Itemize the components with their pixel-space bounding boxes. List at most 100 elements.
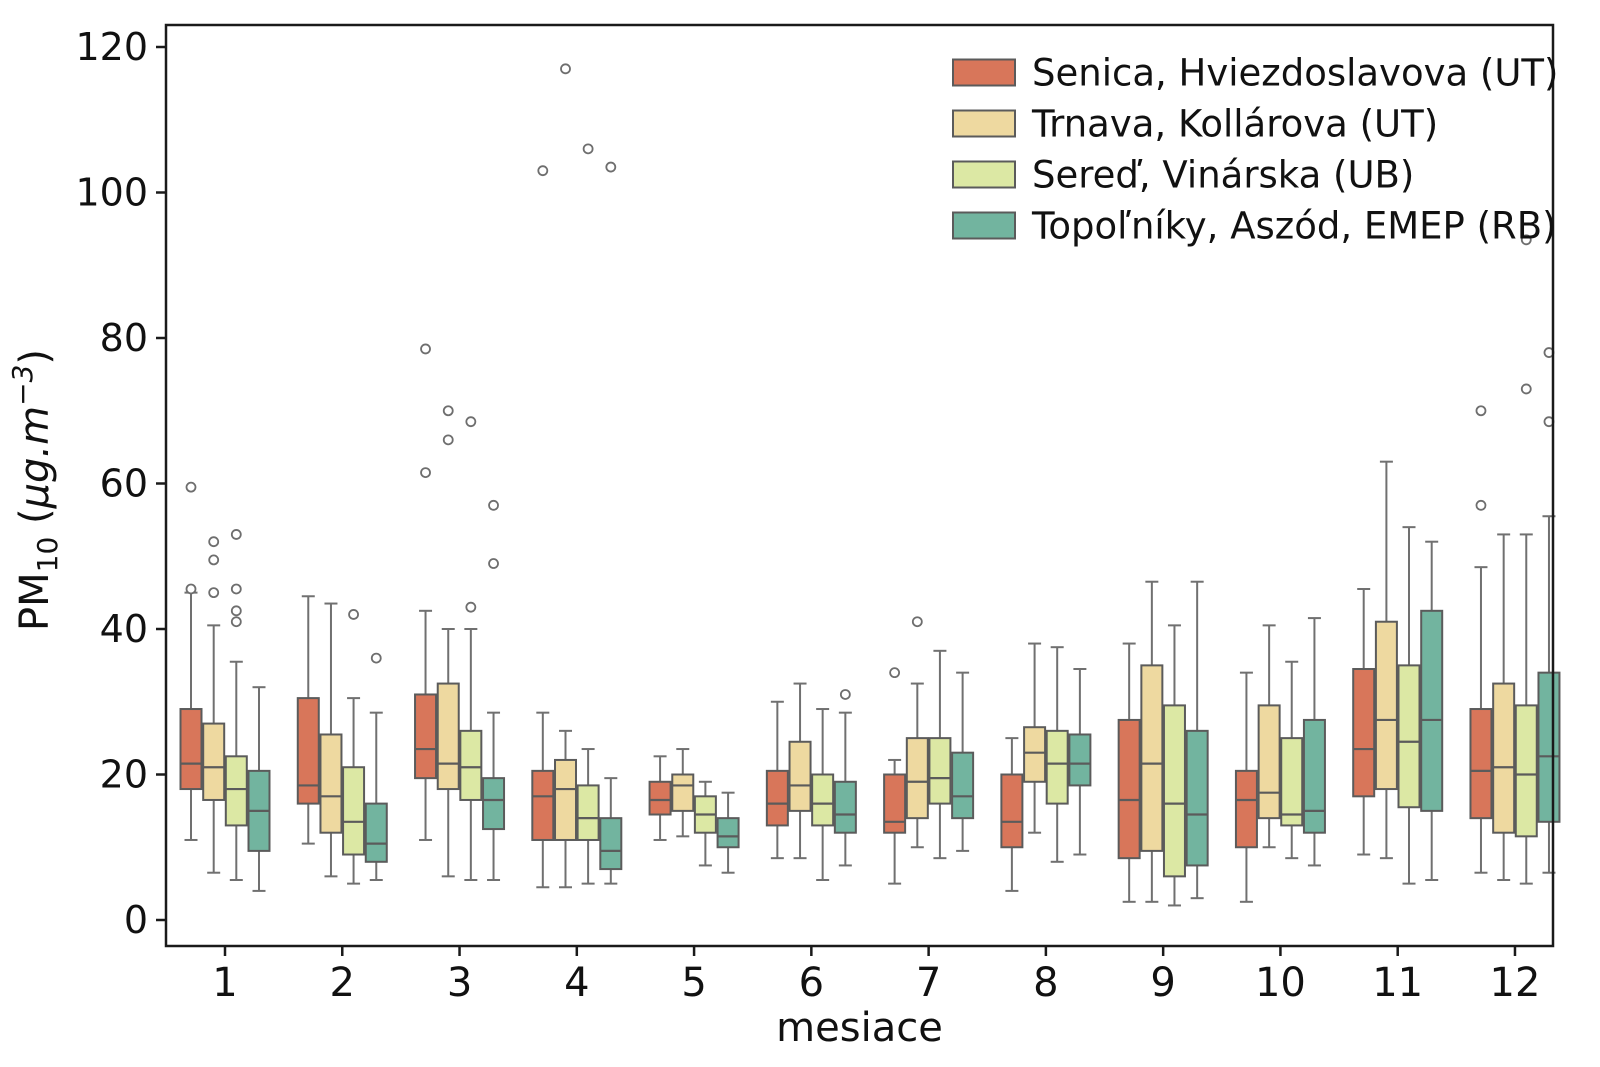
y-tick-label: 80 [100, 316, 148, 360]
box-group-senica-month-1 [179, 481, 203, 841]
x-tick-label: 5 [681, 960, 706, 1006]
boxplot-box [179, 708, 203, 791]
box-group-topoľníky-month-10 [1302, 617, 1326, 867]
boxplot-box [576, 784, 600, 841]
x-tick-label: 3 [447, 960, 472, 1006]
box-group-senica-month-9 [1117, 642, 1141, 903]
box-group-trnava-month-3 [436, 405, 460, 878]
boxplot-box [1492, 682, 1516, 834]
box-group-trnava-month-9 [1140, 580, 1164, 903]
outlier-point [442, 434, 454, 446]
outlier-point [605, 161, 617, 173]
y-tick-label: 120 [75, 25, 148, 69]
outlier-point [420, 467, 431, 478]
outlier-point [370, 652, 382, 664]
box-group-sereď-month-7 [928, 649, 952, 860]
box-group-trnava-month-7 [905, 616, 929, 849]
outlier-point [420, 343, 431, 355]
boxplot-box [414, 693, 438, 780]
outlier-point [230, 529, 242, 540]
boxplot-box [1000, 773, 1024, 849]
boxplot-box [1280, 737, 1304, 827]
outlier-point [488, 499, 499, 511]
box-group-trnava-month-6 [788, 682, 812, 860]
outlier-point [208, 587, 220, 599]
box-group-sereď-month-11 [1397, 526, 1421, 885]
box-group-topoľníky-month-3 [482, 499, 506, 881]
boxplot-box [1045, 729, 1069, 805]
legend-item-2: Trnava, Kollárova (UT) [952, 103, 1438, 146]
y-tick-label: 20 [100, 753, 148, 797]
boxplot-box [482, 777, 506, 831]
outlier-point [1475, 405, 1487, 417]
x-tick-label: 7 [916, 960, 941, 1006]
legend-label: Senica, Hviezdoslavova (UT) [1032, 52, 1558, 95]
legend-label: Topoľníky, Aszód, EMEP (RB) [1031, 205, 1557, 248]
box-group-sereď-month-1 [224, 529, 248, 881]
box-group-topoľníky-month-2 [364, 652, 388, 881]
boxplot-box [1023, 726, 1047, 783]
box-group-senica-month-4 [531, 165, 555, 889]
outlier-point [230, 583, 242, 595]
y-tick-label: 0 [124, 898, 148, 942]
outlier-point [465, 601, 477, 613]
boxplot-box [765, 769, 789, 827]
box-group-senica-month-3 [414, 343, 438, 841]
boxplot-box [905, 737, 929, 820]
x-axis-label: mesiace [776, 1005, 943, 1051]
x-tick-label: 6 [799, 960, 824, 1006]
boxplot-box [1397, 664, 1421, 809]
box-group-trnava-month-4 [554, 63, 578, 889]
box-group-senica-month-8 [1000, 737, 1024, 892]
legend-label: Sereď, Vinárska (UB) [1032, 154, 1414, 197]
boxplot-box [224, 755, 248, 827]
boxplot-box [599, 817, 623, 871]
outlier-point [442, 405, 454, 417]
y-tick-label: 100 [75, 171, 148, 215]
box-group-trnava-month-2 [319, 602, 343, 878]
boxplot-box [1257, 704, 1281, 820]
x-tick-label: 12 [1490, 960, 1541, 1006]
boxplot-box [342, 766, 366, 856]
legend-swatch [952, 160, 1016, 189]
boxplot-box [364, 802, 388, 863]
boxplot-box [928, 737, 952, 805]
box-group-trnava-month-12 [1492, 533, 1516, 881]
box-group-topoľníky-month-5 [716, 791, 740, 874]
box-group-trnava-month-11 [1374, 460, 1398, 860]
boxplot-box [531, 769, 555, 841]
outlier-point [208, 554, 220, 566]
outlier-point [1475, 499, 1487, 511]
outlier-point [208, 536, 220, 548]
outlier-point [560, 63, 571, 75]
box-group-topoľníky-month-6 [833, 689, 857, 867]
x-tick-label: 1 [212, 960, 237, 1006]
box-group-sereď-month-9 [1162, 624, 1186, 907]
boxplot-box [716, 817, 740, 849]
boxplot-box [833, 780, 857, 834]
box-group-senica-month-7 [883, 667, 907, 885]
boxplot-box [459, 729, 483, 801]
boxplot-box [1514, 704, 1538, 838]
boxplot-box [1302, 718, 1326, 834]
boxplot-box [1352, 668, 1376, 798]
legend-item-1: Senica, Hviezdoslavova (UT) [952, 52, 1558, 95]
outlier-point [839, 689, 851, 700]
outlier-point [488, 558, 499, 569]
boxplot-box [1162, 704, 1186, 878]
box-group-senica-month-2 [296, 595, 320, 845]
legend-swatch [952, 58, 1016, 87]
legend-swatch [952, 211, 1016, 240]
x-tick-label: 9 [1150, 960, 1175, 1006]
boxplot-box [1469, 708, 1493, 820]
boxplot-box [319, 733, 343, 834]
box-group-topoľníky-month-4 [599, 161, 623, 885]
y-tick-label: 40 [100, 607, 148, 651]
box-group-sereď-month-3 [459, 416, 483, 881]
outlier-point [185, 481, 197, 493]
box-group-senica-month-6 [765, 700, 789, 860]
outlier-point [911, 616, 923, 628]
legend-label: Trnava, Kollárova (UT) [1031, 103, 1438, 146]
